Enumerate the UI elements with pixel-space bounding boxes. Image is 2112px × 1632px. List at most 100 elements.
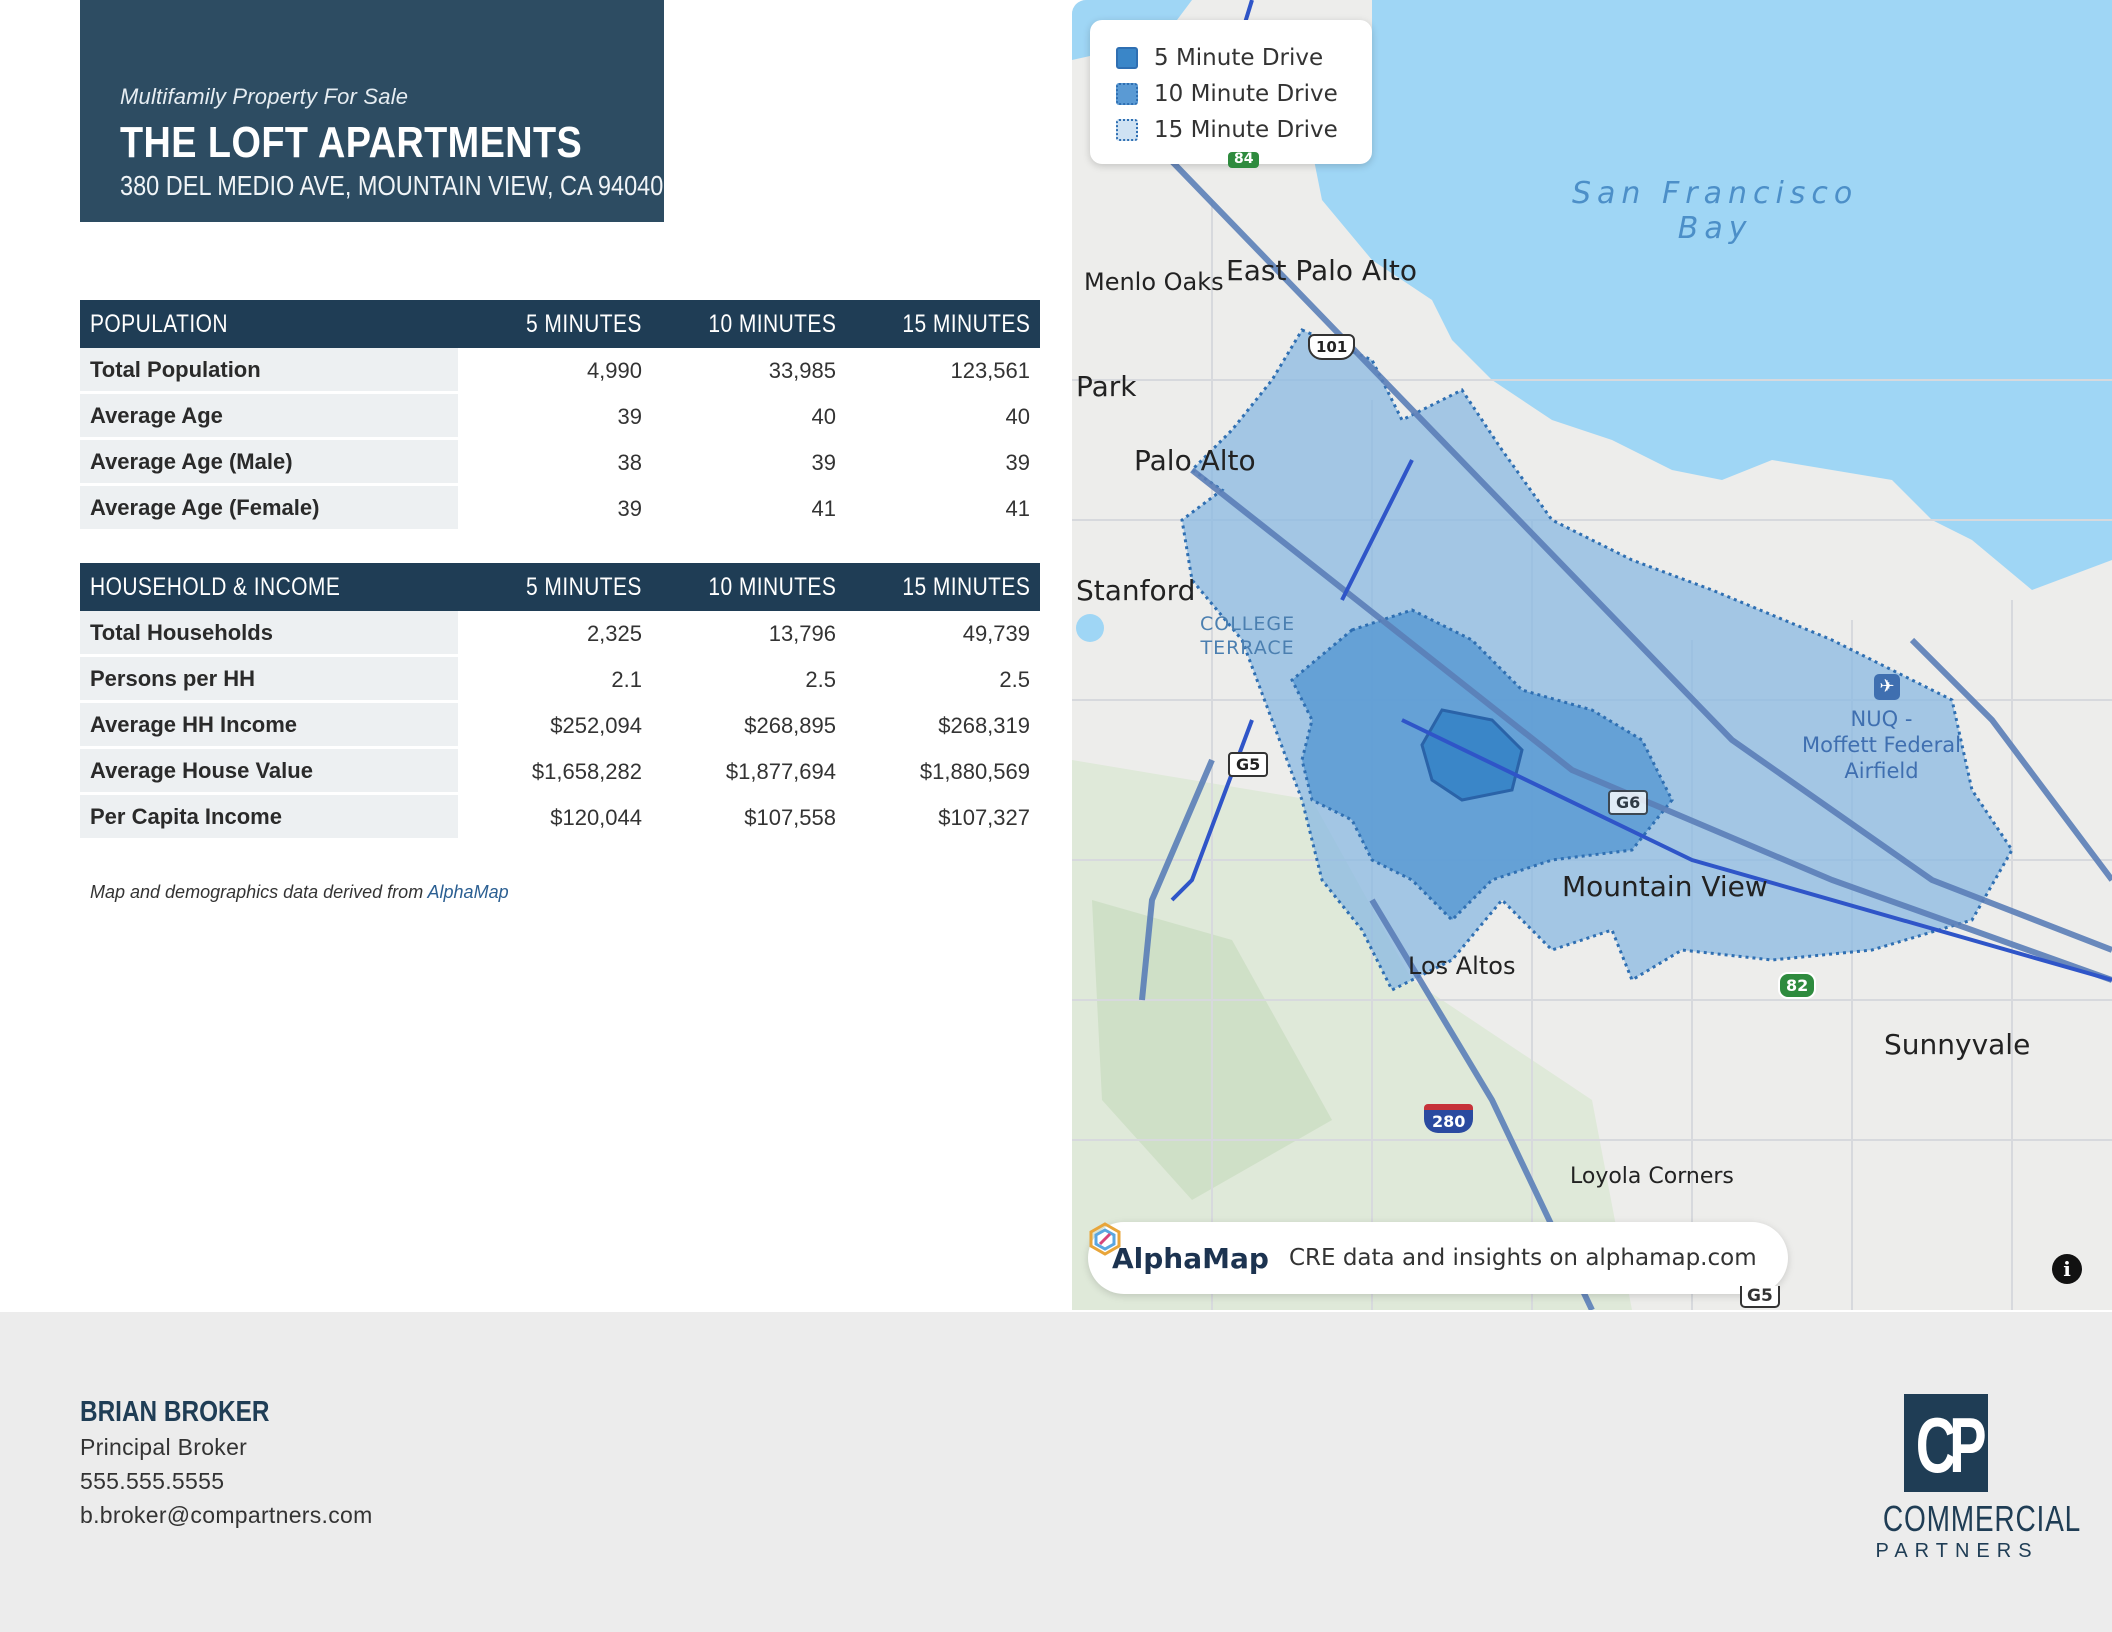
cell-value: 123,561 xyxy=(950,358,1030,383)
agent-phone[interactable]: 555.555.5555 xyxy=(80,1468,225,1494)
us-101-shield: 101 xyxy=(1308,334,1356,360)
table-row: Total Households 2,325 13,796 49,739 xyxy=(80,611,1040,657)
column-header: 10 MINUTES xyxy=(652,563,846,611)
cell-value: 39 xyxy=(811,450,836,475)
map-canvas xyxy=(1072,0,2112,1310)
bay-label: San Francisco Bay xyxy=(1572,176,1858,246)
column-header: 15 MINUTES xyxy=(846,300,1040,348)
alphamap-attribution-bar[interactable]: AlphaMap CRE data and insights on alpham… xyxy=(1088,1222,1788,1294)
map-legend: 5 Minute Drive 10 Minute Drive 15 Minute… xyxy=(1090,20,1372,164)
sr-84-shield: 84 xyxy=(1228,152,1260,168)
cell-value: 41 xyxy=(811,496,836,521)
legend-item-15min: 15 Minute Drive xyxy=(1116,112,1372,148)
g5-shield: G5 xyxy=(1228,752,1269,777)
cell-value: $1,877,694 xyxy=(725,759,836,784)
place-label-east-palo-alto: East Palo Alto xyxy=(1226,254,1417,287)
cell-value: 2.5 xyxy=(999,667,1030,692)
logo-mark-letters: CP xyxy=(1915,1401,1987,1489)
row-label: Average Age (Male) xyxy=(80,440,458,486)
place-label-park: Park xyxy=(1076,370,1137,403)
cell-value: 4,990 xyxy=(586,358,642,383)
alphamap-brand: AlphaMap xyxy=(1112,1241,1269,1275)
row-label: Total Population xyxy=(80,348,458,394)
table-row: Total Population 4,990 33,985 123,561 xyxy=(80,348,1040,394)
cell-value: 2,325 xyxy=(586,621,642,646)
table-header-row: POPULATION 5 MINUTES 10 MINUTES 15 MINUT… xyxy=(80,300,1040,348)
cell-value: 41 xyxy=(1005,496,1030,521)
cell-value: 13,796 xyxy=(768,621,836,646)
row-label: Persons per HH xyxy=(80,657,458,703)
legend-swatch-5min xyxy=(1116,47,1138,69)
legend-swatch-15min xyxy=(1116,119,1138,141)
bay-label-line: San Francisco xyxy=(1572,176,1859,211)
table-row: Persons per HH 2.1 2.5 2.5 xyxy=(80,657,1040,703)
alphamap-link[interactable]: AlphaMap xyxy=(427,882,509,902)
cell-value: 2.1 xyxy=(611,667,642,692)
place-label-airfield: NUQ - Moffett Federal Airfield xyxy=(1802,707,1961,783)
cell-value: 33,985 xyxy=(768,358,836,383)
place-label-sunnyvale: Sunnyvale xyxy=(1884,1028,2031,1061)
legend-label: 5 Minute Drive xyxy=(1154,45,1324,71)
property-address: 380 DEL MEDIO AVE, MOUNTAIN VIEW, CA 940… xyxy=(120,170,664,201)
cell-value: $252,094 xyxy=(550,713,642,738)
table-row: Per Capita Income $120,044 $107,558 $107… xyxy=(80,795,1040,841)
info-icon[interactable]: i xyxy=(2052,1254,2082,1284)
cell-value: 49,739 xyxy=(962,621,1030,646)
place-label-loyola-corners: Loyola Corners xyxy=(1570,1164,1734,1189)
place-label-los-altos: Los Altos xyxy=(1408,952,1516,980)
table-row: Average House Value $1,658,282 $1,877,69… xyxy=(80,749,1040,795)
listing-kicker: Multifamily Property For Sale xyxy=(120,84,409,109)
agent-name: BRIAN BROKER xyxy=(80,1396,270,1428)
row-label: Per Capita Income xyxy=(80,795,458,841)
legend-item-5min: 5 Minute Drive xyxy=(1116,40,1372,76)
place-label-college-terrace: COLLEGE TERRACE xyxy=(1200,613,1296,659)
i-280-shield: 280 xyxy=(1424,1104,1474,1133)
legend-label: 15 Minute Drive xyxy=(1154,117,1338,143)
cell-value: 39 xyxy=(617,404,642,429)
cell-value: $120,044 xyxy=(550,805,642,830)
place-label-mountain-view: Mountain View xyxy=(1562,870,1768,903)
data-source-note: Map and demographics data derived from A… xyxy=(90,882,509,903)
source-note-text: Map and demographics data derived from xyxy=(90,882,428,902)
table-row: Average Age (Male) 38 39 39 xyxy=(80,440,1040,486)
row-label: Total Households xyxy=(80,611,458,657)
bay-water xyxy=(1312,0,2112,590)
column-header: 5 MINUTES xyxy=(458,300,652,348)
legend-item-10min: 10 Minute Drive xyxy=(1116,76,1372,112)
row-label: Average House Value xyxy=(80,749,458,795)
table-header-row: HOUSEHOLD & INCOME 5 MINUTES 10 MINUTES … xyxy=(80,563,1040,611)
cell-value: $1,658,282 xyxy=(531,759,642,784)
cell-value: 39 xyxy=(617,496,642,521)
cell-value: 40 xyxy=(811,404,836,429)
row-label: Average HH Income xyxy=(80,703,458,749)
airport-icon: ✈ xyxy=(1874,674,1900,700)
alphamap-tagline: CRE data and insights on alphamap.com xyxy=(1288,1245,1757,1271)
alphamap-logo-icon xyxy=(1089,1222,1121,1256)
company-logo: CP COMMERCIAL PARTNERS xyxy=(1862,1394,2082,1563)
cell-value: 39 xyxy=(1005,450,1030,475)
column-header: 10 MINUTES xyxy=(652,300,846,348)
logo-wordmark: COMMERCIAL xyxy=(1882,1498,2082,1539)
logo-subtitle: PARTNERS xyxy=(1875,1540,2039,1562)
g6-shield: G6 xyxy=(1608,790,1649,815)
bay-label-line: Bay xyxy=(1677,211,1753,246)
footer: BRIAN BROKER Principal Broker 555.555.55… xyxy=(0,1312,2112,1632)
table-row: Average Age 39 40 40 xyxy=(80,394,1040,440)
row-label: Average Age xyxy=(80,394,458,440)
place-label-stanford: Stanford xyxy=(1076,574,1196,607)
column-header: HOUSEHOLD & INCOME xyxy=(80,563,458,611)
cell-value: 38 xyxy=(617,450,642,475)
column-header: 15 MINUTES xyxy=(846,563,1040,611)
cell-value: $107,327 xyxy=(938,805,1030,830)
legend-label: 10 Minute Drive xyxy=(1154,81,1338,107)
household-income-table: HOUSEHOLD & INCOME 5 MINUTES 10 MINUTES … xyxy=(80,563,1040,841)
agent-email[interactable]: b.broker@compartners.com xyxy=(80,1502,373,1528)
drive-time-map[interactable]: 5 Minute Drive 10 Minute Drive 15 Minute… xyxy=(1072,0,2112,1310)
cell-value: 40 xyxy=(1005,404,1030,429)
legend-swatch-10min xyxy=(1116,83,1138,105)
cell-value: 2.5 xyxy=(805,667,836,692)
place-label-palo-alto: Palo Alto xyxy=(1134,444,1256,477)
population-table: POPULATION 5 MINUTES 10 MINUTES 15 MINUT… xyxy=(80,300,1040,532)
table-row: Average Age (Female) 39 41 41 xyxy=(80,486,1040,532)
g5-shield-bottom: G5 xyxy=(1740,1286,1780,1308)
